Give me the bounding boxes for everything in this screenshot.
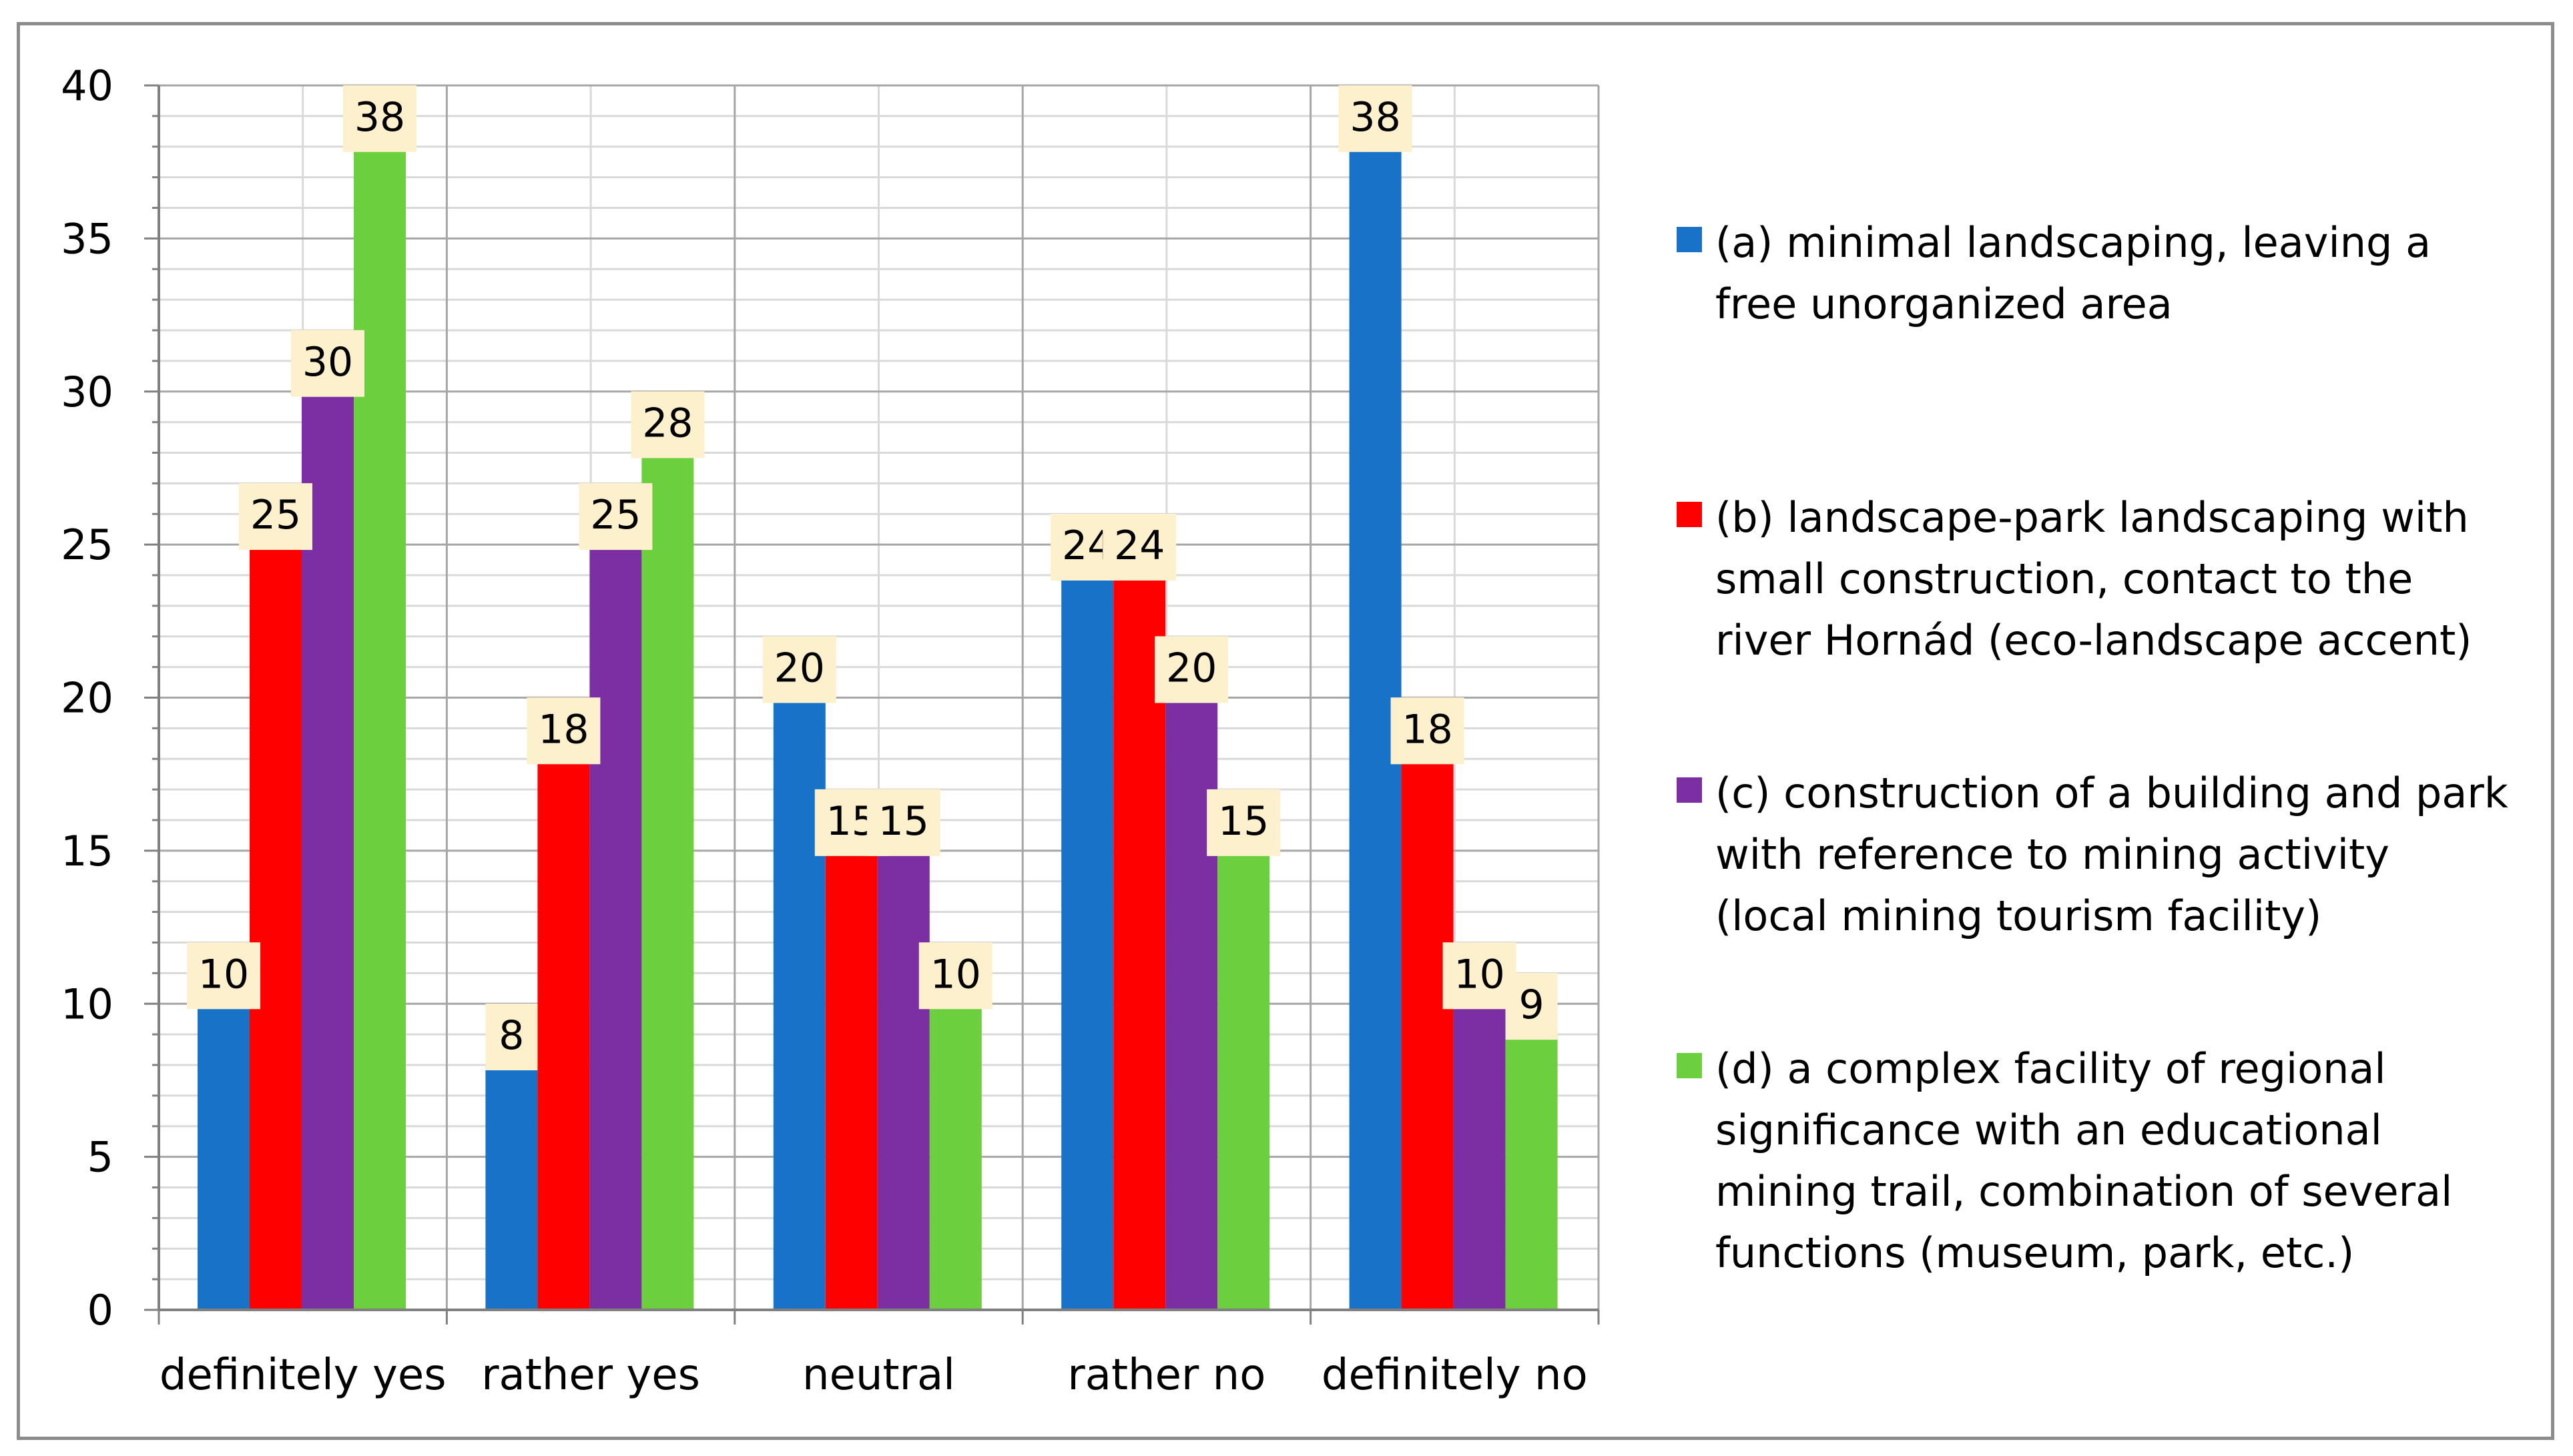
bar-0-3 xyxy=(1061,575,1114,1310)
data-label: 28 xyxy=(642,400,693,447)
data-label-bg xyxy=(1207,789,1281,856)
axes xyxy=(144,84,1600,1325)
legend-label-b: (b) landscape-park landscaping with smal… xyxy=(1715,493,2472,665)
x-tick-label: neutral xyxy=(802,1351,955,1400)
bar-3-3 xyxy=(1217,850,1270,1310)
bar-1-2 xyxy=(825,850,878,1310)
data-label-bg xyxy=(187,942,260,1010)
y-tick-label: 15 xyxy=(61,827,113,875)
data-label: 15 xyxy=(878,798,929,845)
data-label-bg xyxy=(1338,85,1412,152)
legend-swatch-c xyxy=(1677,777,1702,803)
y-tick-label: 40 xyxy=(61,61,113,110)
data-label-bg xyxy=(762,636,836,703)
data-label: 8 xyxy=(499,1012,524,1059)
y-tick-label: 35 xyxy=(61,214,113,263)
bar-3-2 xyxy=(929,1004,982,1310)
bar-1-4 xyxy=(1401,759,1454,1310)
data-label: 15 xyxy=(1218,798,1269,845)
legend-swatch-d xyxy=(1677,1053,1702,1078)
data-label: 10 xyxy=(930,951,981,998)
data-label: 10 xyxy=(1454,951,1504,998)
data-label: 20 xyxy=(1166,645,1217,692)
legend-label-d: (d) a complex facility of regional signi… xyxy=(1715,1044,2453,1277)
x-tick-label: definitely no xyxy=(1322,1351,1588,1400)
data-label-bg xyxy=(239,483,312,551)
data-label: 24 xyxy=(1114,522,1165,569)
data-label-bg xyxy=(1103,514,1177,581)
data-label: 20 xyxy=(774,645,825,692)
data-label: 10 xyxy=(198,951,249,998)
data-label-bg xyxy=(1442,942,1516,1010)
legend-swatch-b xyxy=(1677,502,1702,527)
bar-series xyxy=(198,146,1558,1310)
x-tick-label: definitely yes xyxy=(160,1351,447,1400)
bar-0-0 xyxy=(198,1004,250,1310)
bar-3-4 xyxy=(1505,1034,1558,1310)
bar-2-4 xyxy=(1453,1004,1506,1310)
y-tick-label: 10 xyxy=(61,980,113,1028)
x-tick-label: rather yes xyxy=(481,1351,700,1400)
data-label-bg xyxy=(343,85,416,152)
data-label-bg xyxy=(1155,636,1229,703)
bar-2-2 xyxy=(877,850,930,1310)
data-label: 38 xyxy=(354,94,405,141)
data-label: 18 xyxy=(1402,706,1452,753)
data-label: 18 xyxy=(538,706,589,753)
bar-3-0 xyxy=(354,146,406,1310)
data-label-bg xyxy=(866,789,940,856)
chart-frame xyxy=(17,22,2554,1440)
data-label-bg xyxy=(1505,973,1558,1040)
bar-1-0 xyxy=(250,544,302,1310)
y-tick-labels: 0 5 10 15 20 25 30 35 40 xyxy=(61,61,113,1335)
bar-2-1 xyxy=(589,544,642,1310)
legend-label-a: (a) minimal landscaping, leaving a free … xyxy=(1715,218,2432,328)
y-tick-label: 30 xyxy=(61,368,113,416)
x-tick-label: rather no xyxy=(1067,1351,1265,1400)
y-tick-label: 20 xyxy=(61,674,113,723)
y-tick-label: 5 xyxy=(87,1133,113,1182)
data-label-bg xyxy=(1390,697,1464,765)
data-label-bg xyxy=(579,483,653,551)
bar-3-1 xyxy=(641,452,694,1310)
legend-swatch-a xyxy=(1677,227,1702,252)
data-label: 25 xyxy=(590,492,641,538)
data-label-bg xyxy=(918,942,992,1010)
data-label-bg xyxy=(631,391,705,458)
data-label-bg xyxy=(527,697,601,765)
bar-1-1 xyxy=(537,759,590,1310)
y-tick-label: 0 xyxy=(87,1286,113,1335)
data-label-bg xyxy=(485,1004,538,1070)
x-tick-labels: definitely yes rather yes neutral rather no… xyxy=(160,1351,1588,1400)
bar-0-1 xyxy=(485,1065,538,1310)
data-label-bg xyxy=(291,330,364,397)
data-label: 30 xyxy=(302,339,353,386)
data-label: 38 xyxy=(1350,94,1400,141)
legend-label-c: (c) construction of a building and park … xyxy=(1715,769,2508,940)
data-label: 9 xyxy=(1519,982,1544,1028)
y-tick-label: 25 xyxy=(61,520,113,569)
data-label: 25 xyxy=(250,492,301,538)
